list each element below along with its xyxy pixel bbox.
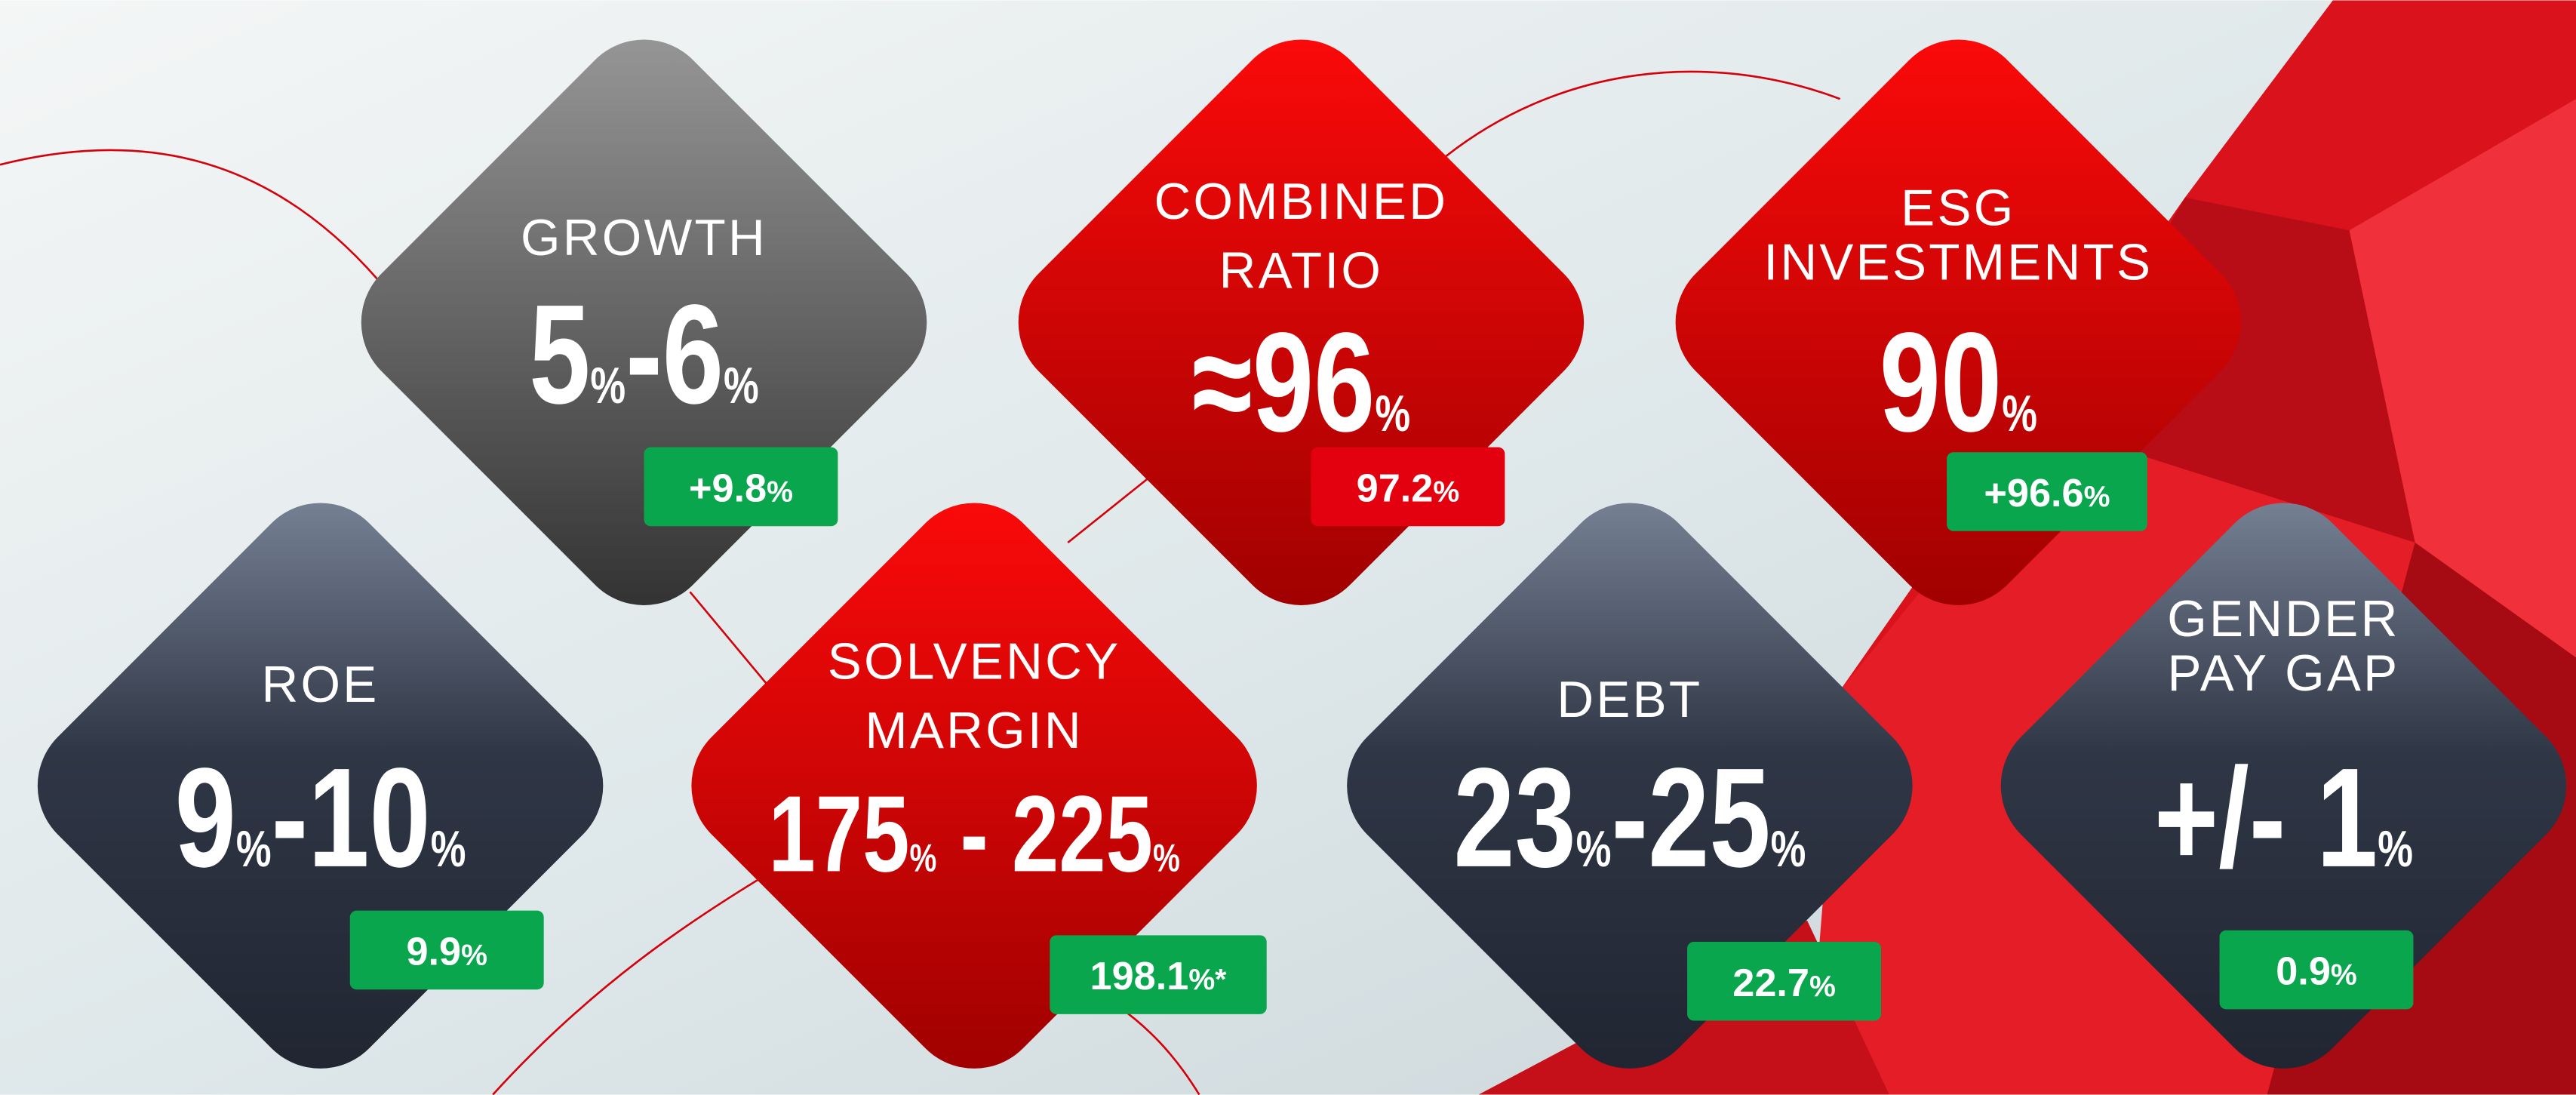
- result-badge: [1311, 447, 1505, 527]
- result-value: 9.9%: [406, 930, 487, 974]
- tile-label: PAY GAP: [2167, 645, 2399, 702]
- result-value: 97.2%: [1357, 467, 1460, 511]
- tile-target: 175% - 225%: [768, 774, 1179, 895]
- tile-label: INVESTMENTS: [1763, 235, 2153, 291]
- result-value: 22.7%: [1732, 961, 1836, 1005]
- tile-target: 5%-6%: [529, 275, 759, 433]
- tile-label: RATIO: [1219, 242, 1384, 299]
- tile-label: SOLVENCY: [828, 634, 1121, 691]
- kpi-tiles: GROWTH 5%-6% +9.8% COMBINED RATIO≈96% 97.2% ES…: [37, 39, 2567, 1069]
- result-badge: [349, 910, 544, 990]
- kpi-tile: SOLVENCY MARGIN 175% - 225% 198.1%*: [691, 503, 1267, 1069]
- kpi-tile: COMBINED RATIO≈96% 97.2%: [1018, 39, 1585, 605]
- kpi-tile: DEBT 23%-25% 22.7%: [1347, 503, 1913, 1069]
- tile-label: GENDER: [2167, 591, 2399, 647]
- kpi-tile: GROWTH 5%-6% +9.8%: [361, 39, 927, 605]
- tile-label: ROE: [262, 657, 380, 713]
- result-badge: [1687, 942, 1882, 1021]
- tile-target: ≈96%: [1192, 303, 1410, 461]
- result-value: +9.8%: [689, 467, 793, 511]
- tile-label: MARGIN: [865, 703, 1084, 759]
- tile-label: DEBT: [1557, 672, 1702, 728]
- result-badge: [644, 447, 838, 527]
- tile-diamond: [691, 503, 1257, 1069]
- result-value: 198.1%*: [1090, 955, 1228, 998]
- tile-label: COMBINED: [1154, 174, 1449, 230]
- kpi-tile: ROE 9%-10% 9.9%: [37, 503, 604, 1069]
- tile-label: GROWTH: [521, 210, 767, 266]
- tile-diamond: [1347, 503, 1913, 1069]
- result-badge: [2219, 930, 2414, 1010]
- decor-lines: [0, 70, 1841, 1095]
- tile-target: 90%: [1880, 303, 2037, 461]
- tile-target: 23%-25%: [1453, 738, 1806, 897]
- tile-target: +/- 1%: [2154, 738, 2413, 897]
- result-value: 0.9%: [2276, 950, 2357, 994]
- result-badge: [1050, 935, 1267, 1014]
- tile-diamond: [2000, 503, 2567, 1069]
- tile-target: 9%-10%: [175, 738, 466, 897]
- result-value: +96.6%: [1984, 472, 2110, 515]
- result-badge: [1947, 452, 2147, 531]
- tile-label: ESG: [1901, 180, 2015, 237]
